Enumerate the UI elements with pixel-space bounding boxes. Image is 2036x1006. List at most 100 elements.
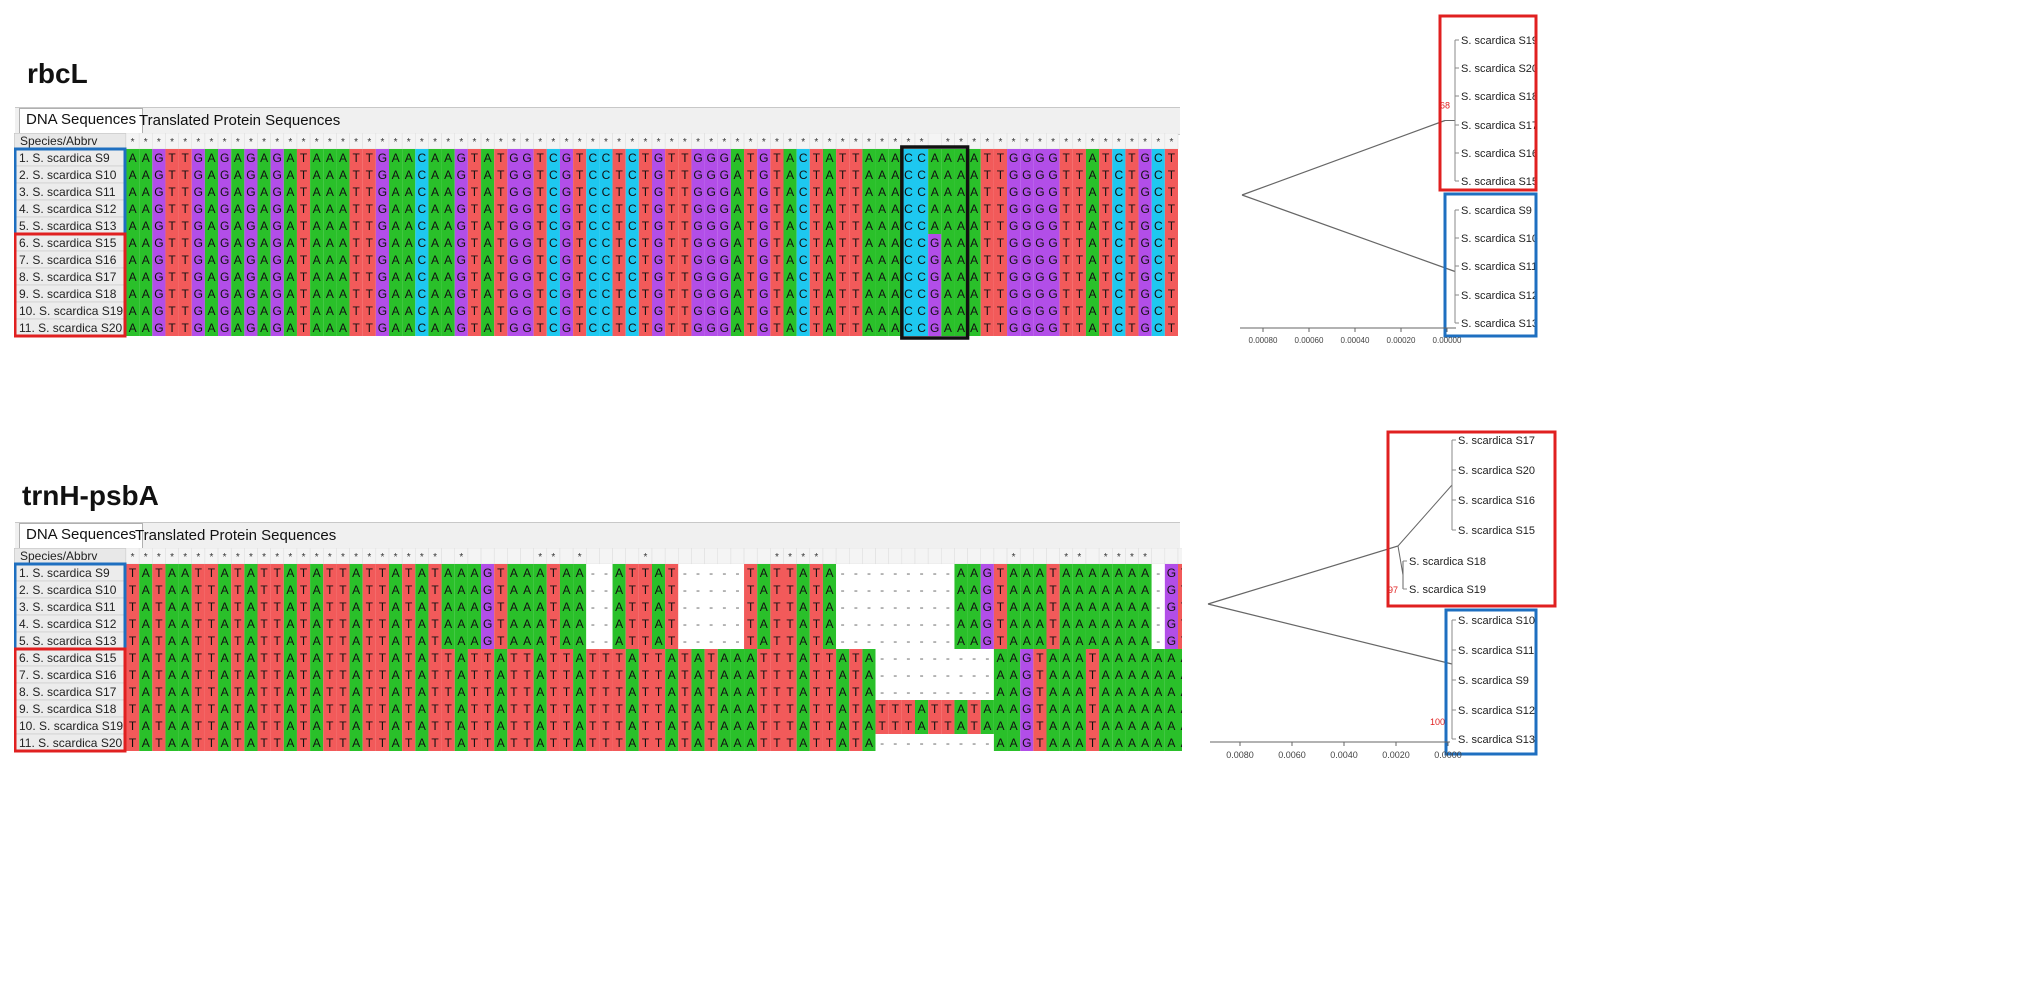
- svg-text:A: A: [444, 185, 452, 199]
- svg-text:A: A: [523, 617, 531, 631]
- svg-text:G: G: [707, 151, 716, 165]
- svg-text:*: *: [867, 137, 871, 148]
- svg-text:T: T: [550, 685, 558, 699]
- svg-text:G: G: [1140, 236, 1149, 250]
- species-row-label[interactable]: 4. S. scardica S12: [14, 614, 127, 633]
- svg-text:A: A: [181, 651, 189, 665]
- svg-text:A: A: [1181, 702, 1182, 716]
- species-row-label[interactable]: 5. S. scardica S13: [14, 631, 127, 650]
- svg-text:T: T: [155, 668, 163, 682]
- svg-text:G: G: [759, 236, 768, 250]
- svg-text:A: A: [1167, 668, 1175, 682]
- species-row-label[interactable]: 7. S. scardica S16: [14, 250, 127, 269]
- tree-red-box: [1438, 14, 1538, 192]
- svg-text:A: A: [957, 600, 965, 614]
- svg-text:-: -: [1156, 583, 1160, 597]
- species-row-label[interactable]: 10. S. scardica S19: [14, 716, 127, 735]
- svg-text:A: A: [260, 168, 268, 182]
- svg-text:C: C: [1114, 151, 1123, 165]
- svg-text:A: A: [313, 719, 321, 733]
- species-row-label[interactable]: 8. S. scardica S17: [14, 682, 127, 701]
- svg-text:T: T: [208, 651, 216, 665]
- svg-text:C: C: [799, 321, 808, 335]
- svg-text:T: T: [1076, 168, 1084, 182]
- svg-text:-: -: [880, 566, 884, 580]
- svg-text:-: -: [893, 583, 897, 597]
- svg-text:G: G: [378, 168, 387, 182]
- svg-text:T: T: [1168, 304, 1176, 318]
- svg-text:G: G: [246, 287, 255, 301]
- svg-text:T: T: [708, 685, 716, 699]
- species-row-label[interactable]: 4. S. scardica S12: [14, 199, 127, 218]
- svg-text:C: C: [418, 287, 427, 301]
- species-row-label[interactable]: 1. S. scardica S9: [14, 148, 127, 167]
- svg-text:*: *: [617, 137, 621, 148]
- svg-text:A: A: [733, 287, 741, 301]
- svg-text:T: T: [379, 634, 387, 648]
- species-row-label[interactable]: 9. S. scardica S18: [14, 284, 127, 303]
- species-row-label[interactable]: 2. S. scardica S10: [14, 165, 127, 184]
- svg-text:-: -: [854, 600, 858, 614]
- svg-text:C: C: [1114, 321, 1123, 335]
- svg-text:A: A: [655, 600, 663, 614]
- svg-text:T: T: [852, 304, 860, 318]
- species-row-label[interactable]: 10. S. scardica S19: [14, 301, 127, 320]
- svg-text:-: -: [920, 583, 924, 597]
- species-row-label[interactable]: 1. S. scardica S9: [14, 563, 127, 582]
- svg-text:A: A: [799, 634, 807, 648]
- species-row-label[interactable]: 8. S. scardica S17: [14, 267, 127, 286]
- species-row-label[interactable]: 2. S. scardica S10: [14, 580, 127, 599]
- svg-text:T: T: [1036, 685, 1044, 699]
- species-row-label[interactable]: 7. S. scardica S16: [14, 665, 127, 684]
- svg-text:A: A: [326, 321, 334, 335]
- svg-text:T: T: [471, 685, 479, 699]
- svg-text:T: T: [510, 685, 518, 699]
- svg-text:T: T: [537, 270, 545, 284]
- svg-text:T: T: [1089, 702, 1097, 716]
- svg-text:A: A: [221, 634, 229, 648]
- svg-text:T: T: [668, 151, 676, 165]
- scale-tick-label: 0.0020: [1382, 750, 1410, 760]
- svg-text:A: A: [733, 151, 741, 165]
- svg-text:*: *: [157, 552, 161, 563]
- species-row-label[interactable]: 11. S. scardica S20: [14, 318, 127, 337]
- svg-text:C: C: [1114, 219, 1123, 233]
- svg-text:A: A: [1062, 651, 1070, 665]
- species-row-label[interactable]: 6. S. scardica S15: [14, 233, 127, 252]
- svg-text:A: A: [668, 719, 676, 733]
- svg-text:A: A: [247, 600, 255, 614]
- svg-text:A: A: [286, 566, 294, 580]
- tab-dna-sequences[interactable]: DNA Sequences: [19, 108, 144, 134]
- svg-text:A: A: [405, 287, 413, 301]
- svg-text:C: C: [799, 270, 808, 284]
- tab-dna-sequences-2[interactable]: DNA Sequences: [19, 523, 144, 549]
- svg-text:T: T: [352, 321, 360, 335]
- species-row-label[interactable]: 9. S. scardica S18: [14, 699, 127, 718]
- svg-text:T: T: [182, 287, 190, 301]
- svg-text:G: G: [522, 219, 531, 233]
- svg-text:T: T: [497, 202, 505, 216]
- svg-text:A: A: [142, 668, 150, 682]
- svg-text:T: T: [523, 702, 531, 716]
- svg-text:A: A: [944, 287, 952, 301]
- tab-translated-protein-2[interactable]: Translated Protein Sequences: [135, 527, 337, 544]
- svg-text:T: T: [773, 651, 781, 665]
- svg-text:A: A: [799, 583, 807, 597]
- svg-text:A: A: [326, 304, 334, 318]
- svg-text:T: T: [1181, 583, 1182, 597]
- svg-text:A: A: [207, 236, 215, 250]
- species-row-label[interactable]: 3. S. scardica S11: [14, 597, 127, 616]
- tree-leaf: S. scardica S17: [1461, 120, 1538, 132]
- svg-text:G: G: [707, 304, 716, 318]
- svg-text:*: *: [762, 137, 766, 148]
- tab-translated-protein[interactable]: Translated Protein Sequences: [139, 112, 341, 129]
- svg-text:A: A: [431, 270, 439, 284]
- svg-text:A: A: [536, 600, 544, 614]
- svg-text:T: T: [839, 287, 847, 301]
- svg-text:G: G: [378, 219, 387, 233]
- species-row-label[interactable]: 11. S. scardica S20: [14, 733, 127, 752]
- species-row-label[interactable]: 6. S. scardica S15: [14, 648, 127, 667]
- svg-text:T: T: [852, 685, 860, 699]
- species-row-label[interactable]: 3. S. scardica S11: [14, 182, 127, 201]
- species-row-label[interactable]: 5. S. scardica S13: [14, 216, 127, 235]
